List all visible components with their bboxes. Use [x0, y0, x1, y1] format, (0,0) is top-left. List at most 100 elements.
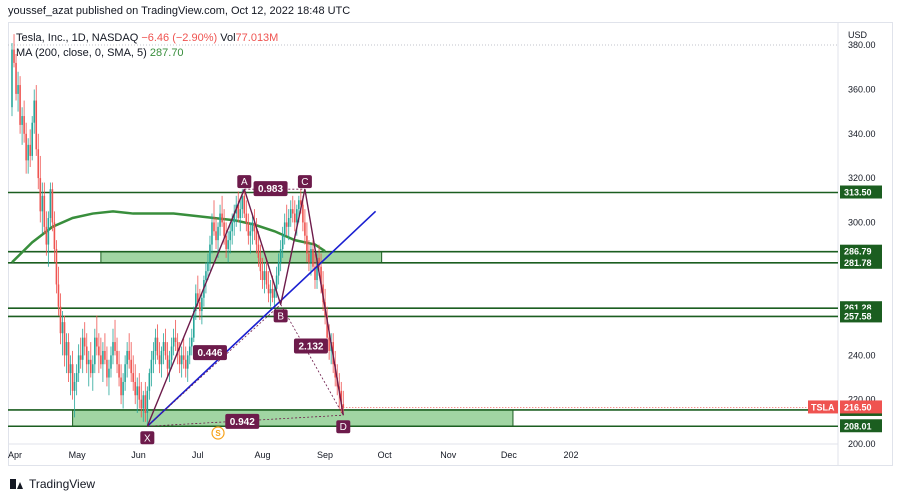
candle-body	[300, 200, 302, 205]
level-price-label: 261.28	[844, 303, 872, 313]
candle-body	[87, 359, 90, 365]
candle-body	[146, 390, 149, 413]
candle-body	[308, 253, 310, 263]
candle-body	[136, 386, 139, 396]
level-price-label: 281.78	[844, 258, 872, 268]
candle-body	[53, 222, 56, 250]
level-price-tag	[840, 255, 882, 269]
ratio-tag	[225, 413, 260, 429]
legend-symbol[interactable]: Tesla, Inc., 1D, NASDAQ	[16, 32, 139, 44]
candle-body	[71, 364, 74, 391]
candle-body	[15, 62, 17, 94]
candle-body	[201, 297, 203, 312]
candle-body	[259, 257, 262, 272]
candle-body	[233, 213, 235, 223]
candle-body	[174, 337, 177, 343]
candle-body	[100, 355, 102, 365]
candle-body	[138, 386, 141, 400]
candle-body	[128, 350, 130, 360]
candle-body	[207, 262, 209, 272]
pattern-point-label: D	[340, 422, 347, 433]
candle-body	[116, 350, 118, 365]
x-tick-label: 202	[564, 450, 579, 460]
x-tick-label: Jun	[131, 450, 146, 460]
candle-body	[162, 342, 165, 351]
candle-body	[279, 249, 282, 263]
candle-body	[45, 226, 48, 245]
current-price-tag	[840, 400, 882, 414]
candle-body	[29, 144, 31, 156]
candle-body	[73, 381, 76, 391]
symbol-legend[interactable]: Tesla, Inc., 1D, NASDAQ −6.46 (−2.90%) V…	[16, 31, 278, 45]
chart-frame[interactable]	[8, 22, 893, 466]
legend-ma-label[interactable]: MA (200, close, 0, SMA, 5)	[16, 47, 147, 59]
legend-volume-label: Vol	[220, 32, 236, 44]
footer[interactable]: TradingView	[10, 474, 95, 494]
candle-body	[249, 231, 252, 236]
trendline	[146, 210, 377, 427]
candle-body	[77, 355, 80, 374]
candle-body	[223, 222, 225, 236]
candle-body	[59, 306, 62, 334]
pattern-leg	[146, 188, 245, 427]
candle-body	[47, 217, 50, 245]
legend-volume-value: 77.013M	[235, 32, 279, 44]
candle-body	[94, 337, 96, 365]
support-zone	[100, 251, 383, 264]
candle-body	[114, 342, 116, 351]
level-price-tag	[840, 185, 882, 199]
candle-body	[67, 342, 70, 374]
candle-body	[193, 311, 195, 338]
pattern-point-tag	[336, 420, 351, 434]
candle-body	[118, 364, 120, 378]
footer-brand: TradingView	[29, 477, 96, 491]
pattern-leg	[304, 189, 344, 416]
candle-body	[37, 149, 40, 179]
candle-body	[25, 133, 27, 161]
candle-body	[314, 266, 316, 281]
candle-body	[134, 381, 137, 396]
ma-legend[interactable]: MA (200, close, 0, SMA, 5) 287.70	[16, 46, 184, 60]
candle-body	[154, 337, 157, 351]
candle-body	[39, 178, 42, 212]
candle-body	[241, 195, 244, 210]
y-tick-label: 300.00	[848, 217, 876, 227]
candle-body	[312, 249, 314, 267]
candle-body	[110, 355, 112, 369]
candle-body	[104, 350, 106, 360]
candle-body	[168, 359, 171, 369]
candle-body	[237, 204, 240, 218]
candle-body	[195, 293, 197, 312]
pattern-point-label: B	[277, 311, 284, 322]
candle-body	[124, 364, 126, 382]
candle-body	[144, 395, 147, 413]
candle-body	[152, 350, 155, 360]
pattern-point-label: C	[301, 177, 308, 188]
candle-body	[271, 288, 274, 298]
ma-200-line	[11, 210, 326, 264]
tradingview-logo-icon	[10, 479, 24, 489]
candle-body	[11, 49, 13, 108]
candle-body	[190, 337, 193, 347]
candle-body	[267, 284, 270, 294]
candle-body	[178, 355, 181, 365]
candle-body	[41, 195, 44, 212]
pattern-point-tag	[297, 175, 312, 189]
candle-body	[164, 342, 167, 356]
candle-body	[21, 116, 23, 125]
candle-body	[102, 350, 104, 365]
ratio-tag	[293, 338, 328, 354]
candle-body	[19, 85, 21, 125]
candle-body	[180, 355, 183, 365]
candle-body	[291, 209, 294, 214]
pattern-point-label: X	[144, 433, 151, 444]
candle-body	[231, 222, 233, 232]
level-price-tag	[840, 309, 882, 323]
pattern-ratio-line	[280, 304, 344, 416]
level-price-label: 257.58	[844, 311, 872, 321]
candle-body	[306, 235, 308, 254]
candle-body	[261, 271, 264, 281]
dividend-s-icon	[211, 426, 225, 440]
candle-body	[320, 266, 322, 285]
